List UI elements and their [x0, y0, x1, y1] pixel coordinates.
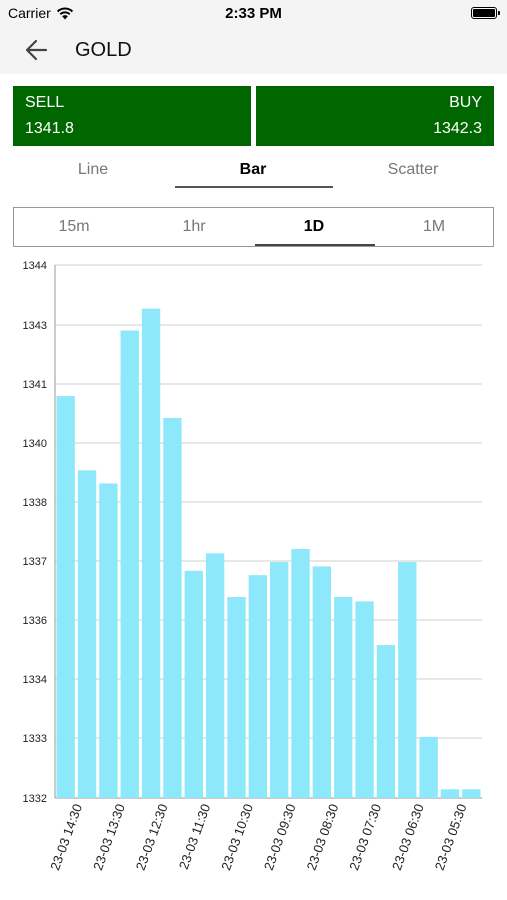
bar: [270, 562, 289, 798]
x-tick-label: 23-03 14:30: [47, 802, 85, 872]
page-title: GOLD: [75, 39, 132, 61]
buy-button[interactable]: BUY 1342.3: [256, 86, 494, 146]
price-bar-chart: 1332 1333 1334 1336 1337 1338 1340 1341 1343 1344…: [23, 260, 482, 872]
tab-scatter[interactable]: Scatter: [387, 161, 439, 178]
range-1m[interactable]: 1M: [422, 218, 446, 235]
bar: [77, 470, 97, 798]
battery-icon: [471, 7, 500, 19]
x-tick-label: 23-03 07:30: [346, 802, 384, 872]
chart-type-tabs: Line Bar Scatter: [13, 150, 494, 190]
bar: [248, 575, 267, 798]
nav-bar: GOLD: [0, 26, 507, 74]
bar: [376, 645, 396, 798]
x-tick-label: 23-03 06:30: [389, 802, 427, 872]
carrier-label: Carrier: [8, 5, 51, 21]
status-time: 2:33 PM: [225, 5, 282, 22]
wifi-icon: [56, 7, 73, 19]
bar: [312, 566, 332, 798]
carrier-info: Carrier: [8, 5, 74, 21]
y-tick-label: 1338: [23, 497, 47, 509]
y-tick-label: 1341: [23, 379, 47, 391]
range-1d[interactable]: 1D: [303, 218, 325, 235]
y-tick-label: 1333: [23, 733, 47, 745]
x-tick-label: 23-03 05:30: [432, 802, 470, 872]
range-tabs: 15m 1hr 1D 1M: [13, 207, 494, 247]
range-1hr[interactable]: 1hr: [182, 218, 206, 235]
tab-bar[interactable]: Bar: [239, 161, 267, 178]
y-tick-label: 1340: [23, 438, 47, 450]
x-tick-label: 23-03 13:30: [90, 802, 128, 872]
sell-button[interactable]: SELL 1341.8: [13, 86, 251, 146]
bar: [141, 308, 161, 798]
bar: [227, 597, 246, 798]
y-tick-label: 1337: [23, 556, 47, 568]
buy-label: BUY: [449, 94, 482, 111]
bar: [120, 330, 139, 798]
range-15m[interactable]: 15m: [58, 218, 90, 235]
y-tick-label: 1332: [23, 793, 47, 805]
y-tick-label: 1336: [23, 615, 47, 627]
sell-price: 1341.8: [25, 120, 74, 137]
bar: [355, 601, 374, 798]
y-tick-label: 1344: [23, 260, 47, 272]
back-button[interactable]: [20, 36, 54, 64]
bar: [56, 396, 75, 798]
x-tick-label: 23-03 10:30: [218, 802, 256, 872]
x-tick-label: 23-03 12:30: [133, 802, 171, 872]
bar: [291, 548, 310, 798]
bar: [334, 597, 353, 798]
bar: [184, 570, 203, 798]
x-tick-label: 23-03 11:30: [176, 802, 214, 871]
y-tick-label: 1343: [23, 320, 47, 332]
bar: [440, 789, 460, 798]
active-range-indicator: [255, 244, 375, 246]
status-bar: Carrier 2:33 PM: [0, 0, 507, 26]
x-tick-label: 23-03 08:30: [304, 802, 342, 872]
tab-line[interactable]: Line: [77, 161, 109, 178]
x-tick-label: 23-03 09:30: [261, 802, 299, 872]
arrow-left-icon: [25, 39, 48, 61]
bar: [462, 789, 481, 798]
buy-price: 1342.3: [433, 120, 482, 137]
sell-label: SELL: [25, 94, 65, 111]
bar: [398, 562, 417, 798]
bar: [419, 736, 438, 798]
bar: [99, 483, 118, 798]
bar: [163, 417, 182, 798]
y-tick-label: 1334: [23, 674, 47, 686]
bar: [205, 553, 225, 798]
active-tab-indicator: [175, 186, 333, 188]
